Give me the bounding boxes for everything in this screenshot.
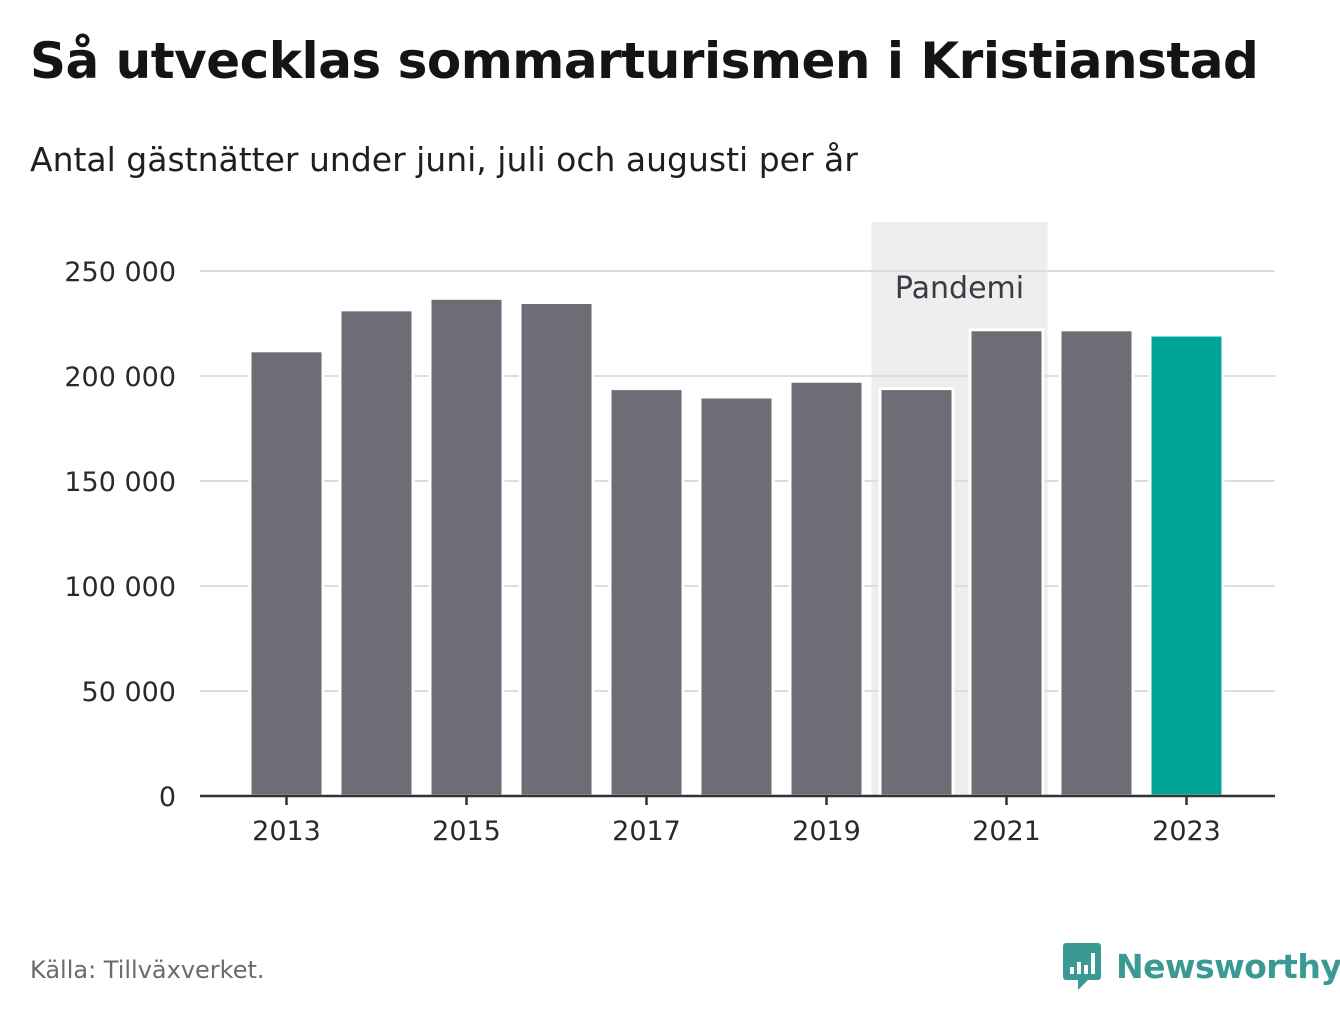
x-tick-label: 2017: [612, 816, 681, 847]
bar: [338, 308, 415, 798]
bar: [608, 387, 685, 798]
bar: [1148, 333, 1225, 798]
y-tick-label: 150 000: [64, 467, 176, 498]
x-tick-label: 2019: [792, 816, 861, 847]
x-tick-label: 2021: [972, 816, 1041, 847]
bar: [878, 387, 955, 798]
chart-subtitle: Antal gästnätter under juni, juli och au…: [30, 140, 858, 179]
y-tick-label: 250 000: [64, 257, 176, 288]
y-tick-label: 50 000: [82, 677, 176, 708]
page-title: Så utvecklas sommarturismen i Kristianst…: [30, 32, 1259, 90]
x-tick-label: 2015: [432, 816, 501, 847]
bar: [518, 301, 595, 798]
brand-logo: Newsworthy: [1062, 940, 1340, 992]
bar: [1058, 328, 1135, 798]
x-tick-label: 2013: [252, 816, 321, 847]
bars: [248, 296, 1225, 798]
x-tick-label: 2023: [1152, 816, 1221, 847]
bar: [968, 328, 1045, 798]
y-tick-label: 100 000: [64, 572, 176, 603]
y-tick-label: 0: [159, 782, 176, 813]
bar: [698, 395, 775, 798]
newsworthy-logo-icon: [1063, 943, 1101, 990]
axes: 0 50 000 100 000 150 000 200 000 250 000 2013 2…: [64, 257, 1275, 847]
bar: [428, 296, 505, 798]
source-note: Källa: Tillväxverket.: [30, 956, 265, 984]
brand-name: Newsworthy: [1116, 946, 1340, 986]
bar: [248, 349, 325, 798]
bar: [788, 379, 865, 798]
pandemic-label: Pandemi: [895, 271, 1024, 306]
y-tick-label: 200 000: [64, 362, 176, 393]
